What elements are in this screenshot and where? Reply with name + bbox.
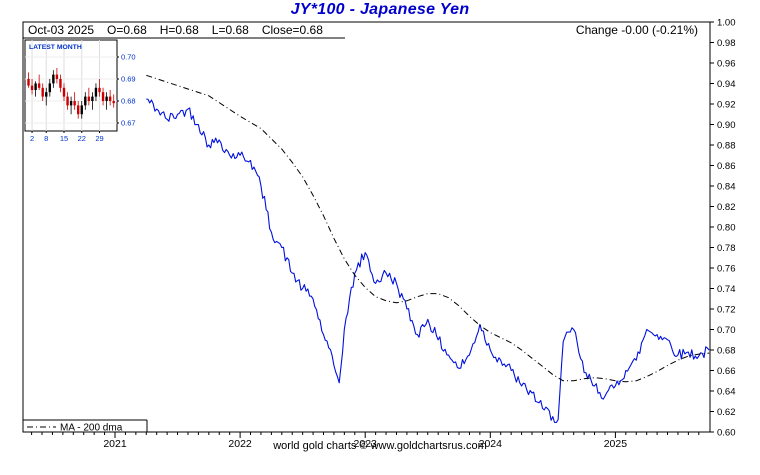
plot-border bbox=[22, 21, 711, 433]
inset-candle-body bbox=[45, 92, 48, 97]
x-year-label: 2025 bbox=[604, 438, 628, 450]
inset-y-label: 0.70 bbox=[121, 53, 136, 62]
y-axis-label: 0.84 bbox=[717, 182, 736, 193]
y-axis-label: 0.96 bbox=[717, 59, 736, 70]
y-axis-label: 0.70 bbox=[717, 325, 736, 336]
y-axis-label: 0.80 bbox=[717, 223, 736, 234]
ma-legend-label: MA - 200 dma bbox=[60, 423, 123, 434]
inset-candle-body bbox=[77, 105, 80, 115]
inset-y-label: 0.69 bbox=[121, 75, 136, 84]
inset-candle-body bbox=[59, 79, 62, 88]
inset-candle-body bbox=[94, 87, 98, 97]
inset-candle-body bbox=[30, 85, 34, 90]
y-axis-label: 0.60 bbox=[717, 428, 736, 439]
x-year-label: 2024 bbox=[479, 438, 503, 450]
inset-y-label: 0.68 bbox=[121, 97, 136, 106]
quote-open: O=0.68 bbox=[107, 23, 147, 37]
y-axis-label: 0.74 bbox=[717, 284, 736, 295]
inset-candle-body bbox=[52, 74, 55, 84]
inset-candle-body bbox=[37, 83, 41, 88]
y-axis-label: 0.68 bbox=[717, 346, 736, 357]
y-axis-label: 0.72 bbox=[717, 305, 736, 316]
price-line bbox=[146, 98, 710, 424]
inset-candle-body bbox=[69, 101, 73, 106]
inset-candle-body bbox=[87, 96, 91, 101]
quote-header: Oct-03 2025 O=0.68 H=0.68 L=0.68 Close=0.68 bbox=[28, 23, 323, 37]
ma-200dma-line bbox=[146, 74, 710, 383]
y-axis-label: 0.82 bbox=[717, 202, 736, 213]
quote-close: Close=0.68 bbox=[261, 23, 323, 37]
inset-candle-body bbox=[73, 101, 76, 106]
inset-x-label: 29 bbox=[95, 134, 103, 143]
inset-y-label: 0.67 bbox=[121, 119, 136, 128]
x-year-label: 2022 bbox=[228, 438, 252, 450]
y-axis-label: 0.94 bbox=[717, 79, 736, 90]
inset-candle-body bbox=[27, 79, 30, 86]
y-axis-label: 0.64 bbox=[717, 387, 736, 398]
inset-candle-body bbox=[105, 96, 108, 101]
quote-change: Change -0.00 (-0.21%) bbox=[575, 23, 698, 37]
y-axis-label: 0.92 bbox=[717, 100, 736, 111]
y-axis-label: 0.86 bbox=[717, 161, 736, 172]
inset-candle-body bbox=[98, 87, 101, 93]
inset-candle-body bbox=[41, 87, 44, 97]
inset-x-label: 22 bbox=[78, 134, 86, 143]
quote-high: H=0.68 bbox=[159, 23, 199, 37]
inset-x-label: 15 bbox=[60, 134, 68, 143]
quote-low: L=0.68 bbox=[211, 23, 249, 37]
y-axis-label: 0.98 bbox=[717, 38, 736, 49]
inset-candle-body bbox=[80, 105, 83, 115]
y-axis-label: 0.78 bbox=[717, 243, 736, 254]
inset-candle-body bbox=[91, 96, 94, 101]
chart-title: JY*100 - Japanese Yen bbox=[290, 1, 470, 18]
inset-candle-body bbox=[84, 96, 87, 106]
inset-candle-body bbox=[112, 101, 115, 104]
x-year-label: 2023 bbox=[354, 438, 378, 450]
inset-candle-body bbox=[101, 92, 105, 101]
inset-candle-body bbox=[62, 87, 66, 97]
y-axis-label: 0.76 bbox=[717, 264, 736, 275]
quote-date: Oct-03 2025 bbox=[28, 23, 95, 37]
footer-credit: world gold charts © www.goldchartsrus.co… bbox=[273, 440, 487, 452]
inset-candle-body bbox=[55, 74, 59, 79]
x-year-label: 2021 bbox=[103, 438, 127, 450]
inset-x-label: 8 bbox=[44, 134, 48, 143]
inset-x-label: 2 bbox=[30, 134, 34, 143]
inset-title: LATEST MONTH bbox=[29, 44, 82, 51]
inset-candle-body bbox=[34, 83, 37, 90]
y-axis-label: 0.66 bbox=[717, 366, 736, 377]
inset-candle-body bbox=[48, 83, 51, 93]
y-axis-label: 0.90 bbox=[717, 120, 736, 131]
inset-candle-body bbox=[66, 96, 69, 106]
y-axis-label: 1.00 bbox=[717, 18, 736, 29]
y-axis-label: 0.62 bbox=[717, 407, 736, 418]
y-axis-label: 0.88 bbox=[717, 141, 736, 152]
inset-candle-body bbox=[108, 96, 112, 101]
